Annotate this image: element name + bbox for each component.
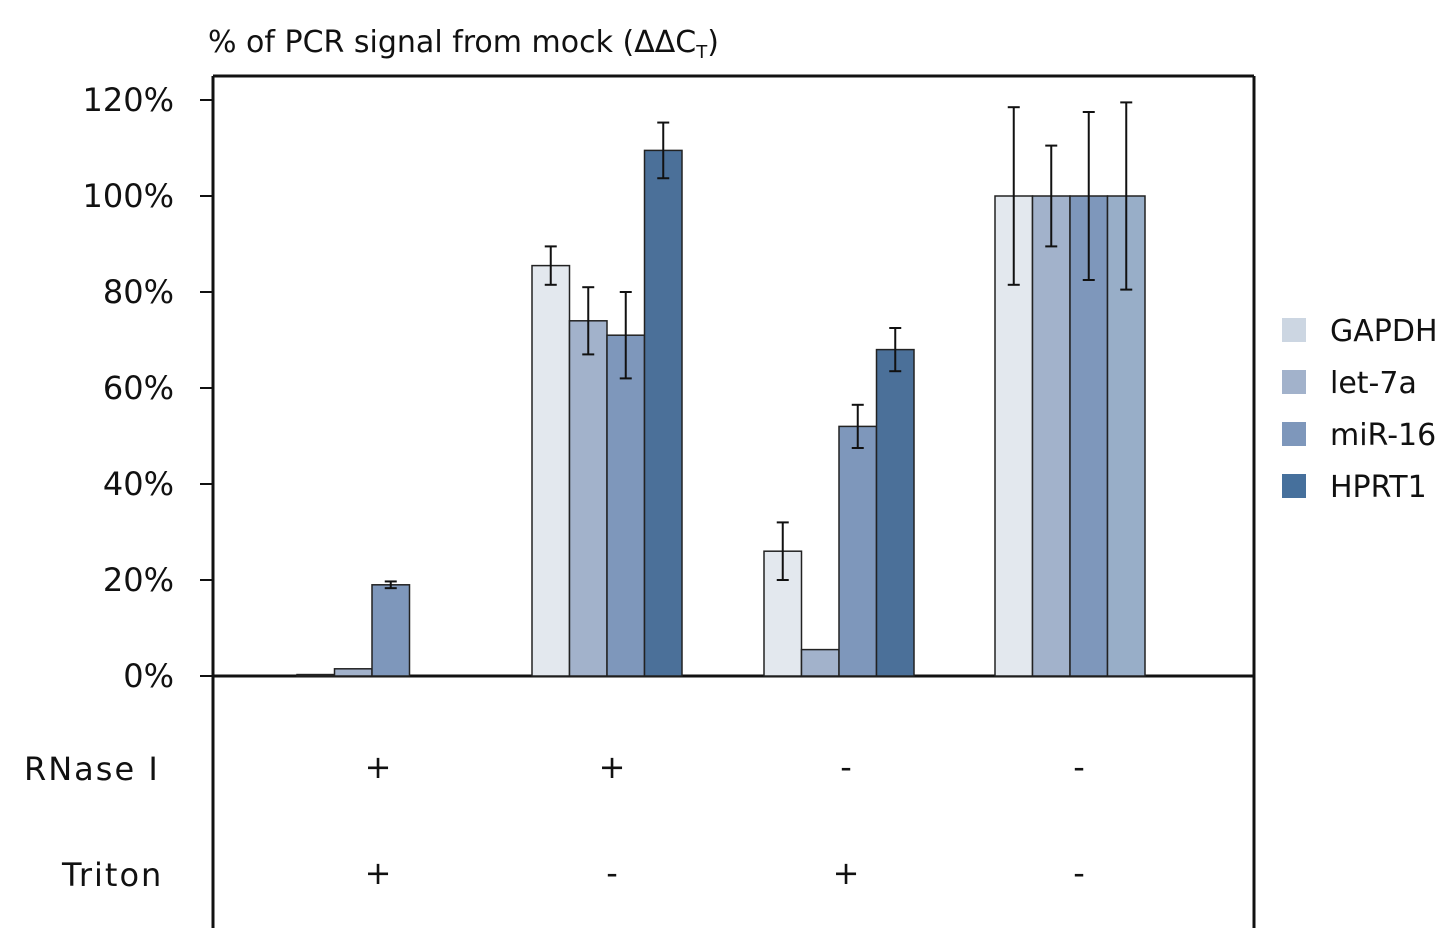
- condition-value: +: [365, 854, 392, 892]
- condition-value: -: [840, 748, 852, 786]
- legend-label: let-7a: [1330, 366, 1417, 401]
- bar: [296, 673, 336, 677]
- bar: [643, 149, 683, 677]
- y-tick-label: 80%: [103, 273, 174, 311]
- bar: [371, 584, 411, 677]
- legend: GAPDH let-7a miR-16 HPRT1: [1282, 314, 1438, 505]
- bar: [800, 648, 840, 677]
- condition-value: -: [1073, 748, 1085, 786]
- condition-value: +: [833, 854, 860, 892]
- bar: [875, 348, 915, 677]
- condition-value: -: [1073, 854, 1085, 892]
- bar: [333, 668, 373, 677]
- bars: [296, 149, 1146, 677]
- condition-table: RNase I + + - - Triton + - + -: [24, 748, 1085, 894]
- bar: [1031, 195, 1071, 677]
- condition-label: RNase I: [24, 750, 160, 788]
- condition-value: -: [606, 854, 618, 892]
- legend-swatch: [1282, 422, 1306, 446]
- legend-label: miR-16: [1330, 418, 1436, 453]
- bar: [838, 425, 878, 677]
- y-tick-label: 40%: [103, 465, 174, 503]
- legend-swatch: [1282, 370, 1306, 394]
- y-tick-label: 120%: [83, 81, 174, 119]
- legend-swatch: [1282, 318, 1306, 342]
- legend-label: HPRT1: [1330, 470, 1427, 505]
- legend-label: GAPDH: [1330, 314, 1438, 349]
- y-axis: 0% 20% 40% 60% 80% 100% 120%: [83, 81, 213, 695]
- y-tick-label: 20%: [103, 561, 174, 599]
- error-bars: [384, 101, 1133, 590]
- condition-value: +: [365, 748, 392, 786]
- condition-value: +: [599, 748, 626, 786]
- bar: [531, 264, 571, 677]
- legend-swatch: [1282, 474, 1306, 498]
- condition-label: Triton: [61, 856, 163, 894]
- y-tick-label: 100%: [83, 177, 174, 215]
- y-tick-label: 0%: [123, 657, 174, 695]
- bar: [568, 320, 608, 677]
- y-tick-label: 60%: [103, 369, 174, 407]
- chart-title: % of PCR signal from mock (ΔΔCT): [208, 25, 719, 63]
- bar: [606, 334, 646, 677]
